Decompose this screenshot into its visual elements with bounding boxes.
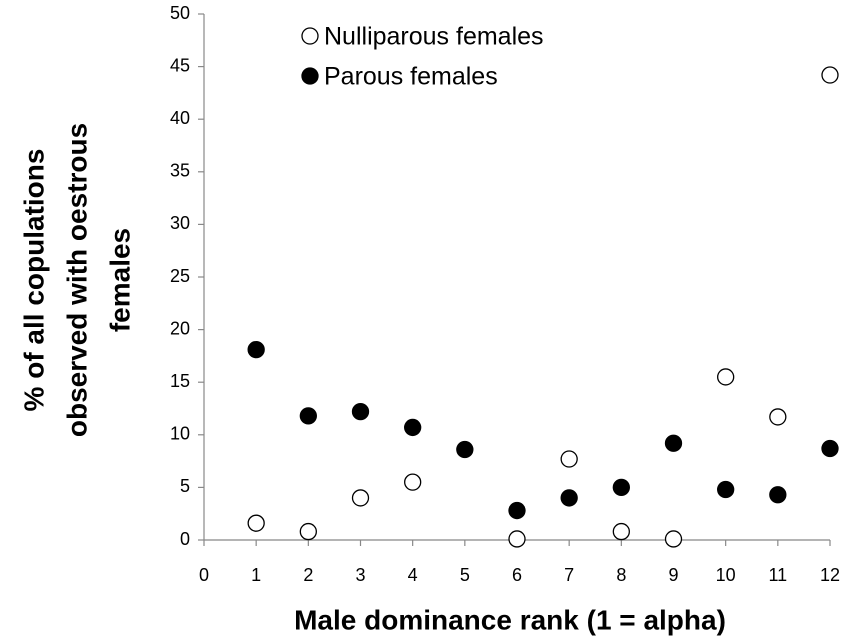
y-tick-label: 50 [170, 3, 190, 23]
point [612, 522, 630, 541]
x-tick-label: 11 [768, 565, 787, 585]
point [404, 418, 422, 437]
legend-marker [301, 67, 319, 85]
point [299, 522, 317, 541]
point [664, 434, 683, 452]
point [299, 407, 317, 425]
x-tick-label: 2 [303, 565, 313, 585]
y-tick-label: 0 [180, 529, 190, 549]
point [717, 368, 735, 386]
y-tick-label: 45 [170, 55, 190, 75]
y-axis-title: % of all copulations [18, 149, 49, 412]
x-axis-title: Male dominance rank (1 = alpha) [294, 604, 726, 635]
y-tick-label: 25 [170, 266, 190, 286]
x-tick-label: 10 [716, 565, 736, 585]
x-tick-label: 4 [408, 565, 418, 585]
y-tick-label: 30 [170, 213, 190, 233]
y-axis-title: females [104, 228, 135, 332]
point [560, 489, 578, 507]
point [769, 486, 787, 504]
x-tick-label: 5 [460, 565, 470, 585]
point [664, 530, 683, 548]
x-tick-label: 6 [512, 565, 522, 585]
point [821, 439, 839, 458]
x-tick-label: 7 [564, 565, 574, 585]
x-tick-label: 0 [199, 565, 209, 585]
legend-marker [301, 27, 319, 45]
point [508, 530, 526, 548]
point [612, 478, 630, 497]
x-tick-label: 9 [668, 565, 678, 585]
point [508, 501, 526, 520]
y-tick-label: 40 [170, 108, 190, 128]
y-tick-label: 10 [170, 424, 190, 444]
point [717, 480, 735, 499]
point [769, 408, 787, 426]
legend-label: Nulliparous females [324, 23, 544, 51]
point [456, 440, 474, 459]
point [404, 473, 422, 491]
x-tick-label: 3 [355, 565, 365, 585]
y-tick-label: 35 [170, 161, 190, 181]
x-tick-label: 1 [251, 565, 261, 585]
point [351, 403, 370, 421]
point [247, 514, 265, 532]
point [351, 489, 370, 507]
y-tick-label: 15 [170, 371, 190, 391]
x-tick-label: 12 [820, 565, 840, 585]
y-tick-label: 5 [180, 476, 190, 496]
x-tick-label: 8 [616, 565, 626, 585]
legend-label: Parous females [324, 63, 498, 91]
point [821, 66, 839, 84]
y-tick-label: 20 [170, 318, 190, 338]
point [560, 450, 578, 468]
y-axis-title: observed with oestrous [61, 123, 92, 437]
point [247, 340, 265, 359]
